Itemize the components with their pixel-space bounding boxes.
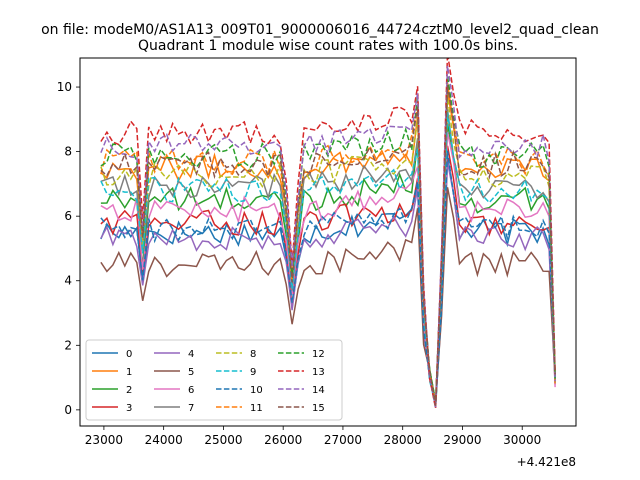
legend-label-9: 9 — [250, 367, 256, 378]
legend-label-11: 11 — [250, 403, 263, 414]
axes-frame — [79, 57, 577, 427]
legend-label-10: 10 — [250, 385, 263, 396]
series-line-13 — [100, 58, 556, 409]
legend-label-12: 12 — [312, 349, 325, 360]
x-tick-label-29000: 29000 — [443, 433, 481, 447]
legend-label-4: 4 — [188, 349, 194, 360]
legend-box — [85, 339, 343, 421]
x-tick-label-28000: 28000 — [384, 433, 422, 447]
x-tick-label-23000: 23000 — [85, 433, 123, 447]
x-offset-label: +4.421e8 — [517, 455, 576, 469]
x-tick-label-25000: 25000 — [204, 433, 242, 447]
x-tick-label-30000: 30000 — [503, 433, 541, 447]
axis-ticks: 23000 24000 25000 26000 27000 28000 29000 30000… — [57, 80, 542, 447]
x-tick-label-24000: 24000 — [145, 433, 183, 447]
series-line-14 — [100, 65, 556, 408]
series-line-4 — [100, 161, 556, 403]
y-tick-label-10: 10 — [57, 80, 72, 94]
series-line-9 — [100, 112, 556, 406]
legend-label-0: 0 — [126, 349, 132, 360]
series-line-11 — [100, 82, 556, 403]
legend-label-13: 13 — [312, 367, 325, 378]
series-line-15 — [100, 84, 556, 406]
legend-label-14: 14 — [312, 385, 325, 396]
y-tick-label-8: 8 — [64, 145, 72, 159]
series-line-3 — [100, 145, 556, 405]
series-lines — [100, 58, 556, 409]
chart-title: Quadrant 1 module wise count rates with … — [138, 38, 518, 54]
y-tick-label-0: 0 — [64, 403, 72, 417]
legend-label-7: 7 — [188, 403, 194, 414]
x-tick-label-26000: 26000 — [264, 433, 302, 447]
x-tick-label-27000: 27000 — [324, 433, 362, 447]
series-line-2 — [100, 123, 556, 406]
legend-label-1: 1 — [126, 367, 132, 378]
series-line-5 — [100, 187, 556, 402]
y-tick-label-6: 6 — [64, 209, 72, 223]
series-line-10 — [100, 150, 556, 404]
figure-suptitle: on file: modeM0/AS1A13_009T01_9000006016… — [41, 22, 599, 38]
y-tick-label-2: 2 — [64, 338, 72, 352]
legend-label-15: 15 — [312, 403, 325, 414]
legend-label-5: 5 — [188, 367, 194, 378]
y-tick-label-4: 4 — [64, 274, 72, 288]
legend-label-8: 8 — [250, 349, 256, 360]
series-line-6 — [100, 132, 556, 401]
legend-label-2: 2 — [126, 385, 132, 396]
series-line-0 — [100, 155, 556, 408]
legend-label-3: 3 — [126, 403, 132, 414]
legend-label-6: 6 — [188, 385, 194, 396]
series-line-8 — [100, 96, 556, 407]
